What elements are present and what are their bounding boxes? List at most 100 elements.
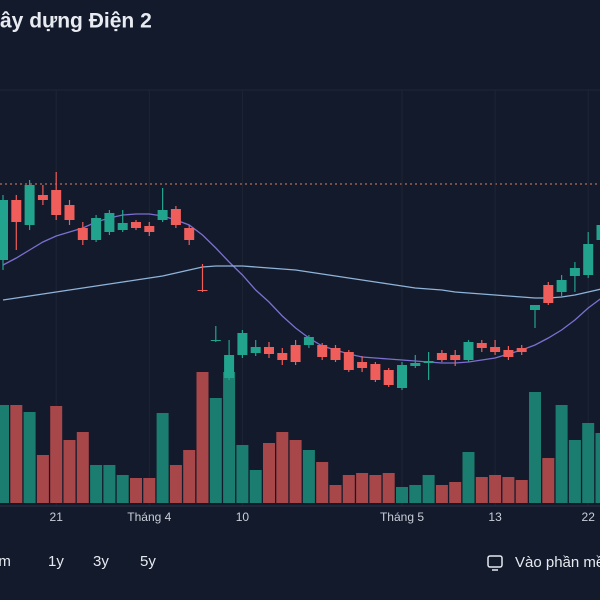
volume-bar [542,458,555,503]
open-app[interactable]: Vào phần mềm [487,554,600,571]
candle-body [490,347,501,352]
candles [0,172,600,390]
volume-bar [0,405,9,503]
candle [277,348,288,365]
candle-body [383,370,394,385]
candle [583,232,594,278]
candle-body [277,353,288,360]
volume-bar [63,440,76,503]
candle [264,342,274,358]
candle [423,352,434,380]
volume-bar [356,473,369,503]
volume-bar [435,485,448,503]
candle [64,200,75,225]
volume-bar [329,485,342,503]
volume-bar [515,480,528,503]
range-button[interactable]: 1y [48,553,64,570]
candle [184,225,195,245]
candle-body [0,200,8,260]
volume-bar [475,477,488,503]
candle [463,340,474,362]
candle-body [11,200,22,222]
volume-bar [223,372,236,503]
volume-bar [196,372,209,503]
candle [290,340,301,365]
candle [91,215,102,242]
range-button[interactable]: 1m [0,553,11,570]
candle [24,180,35,230]
candle [330,345,341,362]
candle [436,350,447,362]
candle-body [170,209,181,225]
candle-body [596,225,600,240]
volume-bar [449,482,462,503]
candle-body [476,343,487,348]
volume-bar [568,440,581,503]
moving-averages [2,213,600,364]
open-app-label[interactable]: Vào phần mềm [515,554,600,571]
candle-body [530,305,540,310]
volume-bar [10,405,23,503]
volume-bar [462,452,475,503]
candle-body [264,347,274,354]
x-tick-label: 10 [236,510,250,524]
volume-bar [382,473,395,503]
candle [131,220,141,230]
volume-bar [422,475,435,503]
candle-body [543,285,554,303]
x-axis: 21 Tháng 4 10 Tháng 5 13 22 [50,510,596,524]
volume-bar [156,413,169,503]
volume-bar [369,475,382,503]
volume-bar [249,470,262,503]
candle-body [104,213,115,232]
volume-bar [23,412,36,503]
candle-body [197,290,208,291]
chart-title: Xây dựng Điện 2 [0,10,152,33]
candle [77,222,88,245]
volume-bar [116,475,129,503]
volume-bar [289,440,302,503]
volume-bars [0,372,600,503]
volume-bar [489,475,502,503]
candle-body [131,222,141,228]
candle-body [303,337,314,345]
candle [237,330,248,358]
volume-bar [169,465,182,503]
grid [0,90,600,506]
range-button[interactable]: 3y [93,553,109,570]
candle-body [64,205,75,220]
x-tick-label: Tháng 4 [127,510,171,524]
volume-bar [582,423,595,503]
candle-body [410,363,421,366]
candle [490,340,501,355]
candle-body [317,345,328,357]
candle [569,262,580,292]
candle [317,343,328,360]
candle-body [210,340,221,341]
candle [0,195,8,270]
volume-bar [342,475,355,503]
volume-bar [316,462,329,503]
candle-body [330,348,341,360]
candle [144,222,155,236]
volume-bar [236,445,249,503]
candle [397,362,407,390]
volume-bar [263,443,275,503]
volume-bar [529,392,541,503]
x-tick-label: 21 [50,510,64,524]
range-button[interactable]: 5y [140,553,156,570]
volume-bar [76,432,89,503]
candle-body [569,268,580,276]
candle [410,355,421,368]
candle-body [397,365,407,388]
volume-bar [130,478,142,503]
candle-body [357,362,368,368]
candle-body [516,348,527,352]
candle [37,185,48,205]
candle [104,210,115,235]
candle-body [290,345,301,362]
candle-body [237,333,248,355]
volume-bar [209,398,222,503]
candle [51,172,62,220]
